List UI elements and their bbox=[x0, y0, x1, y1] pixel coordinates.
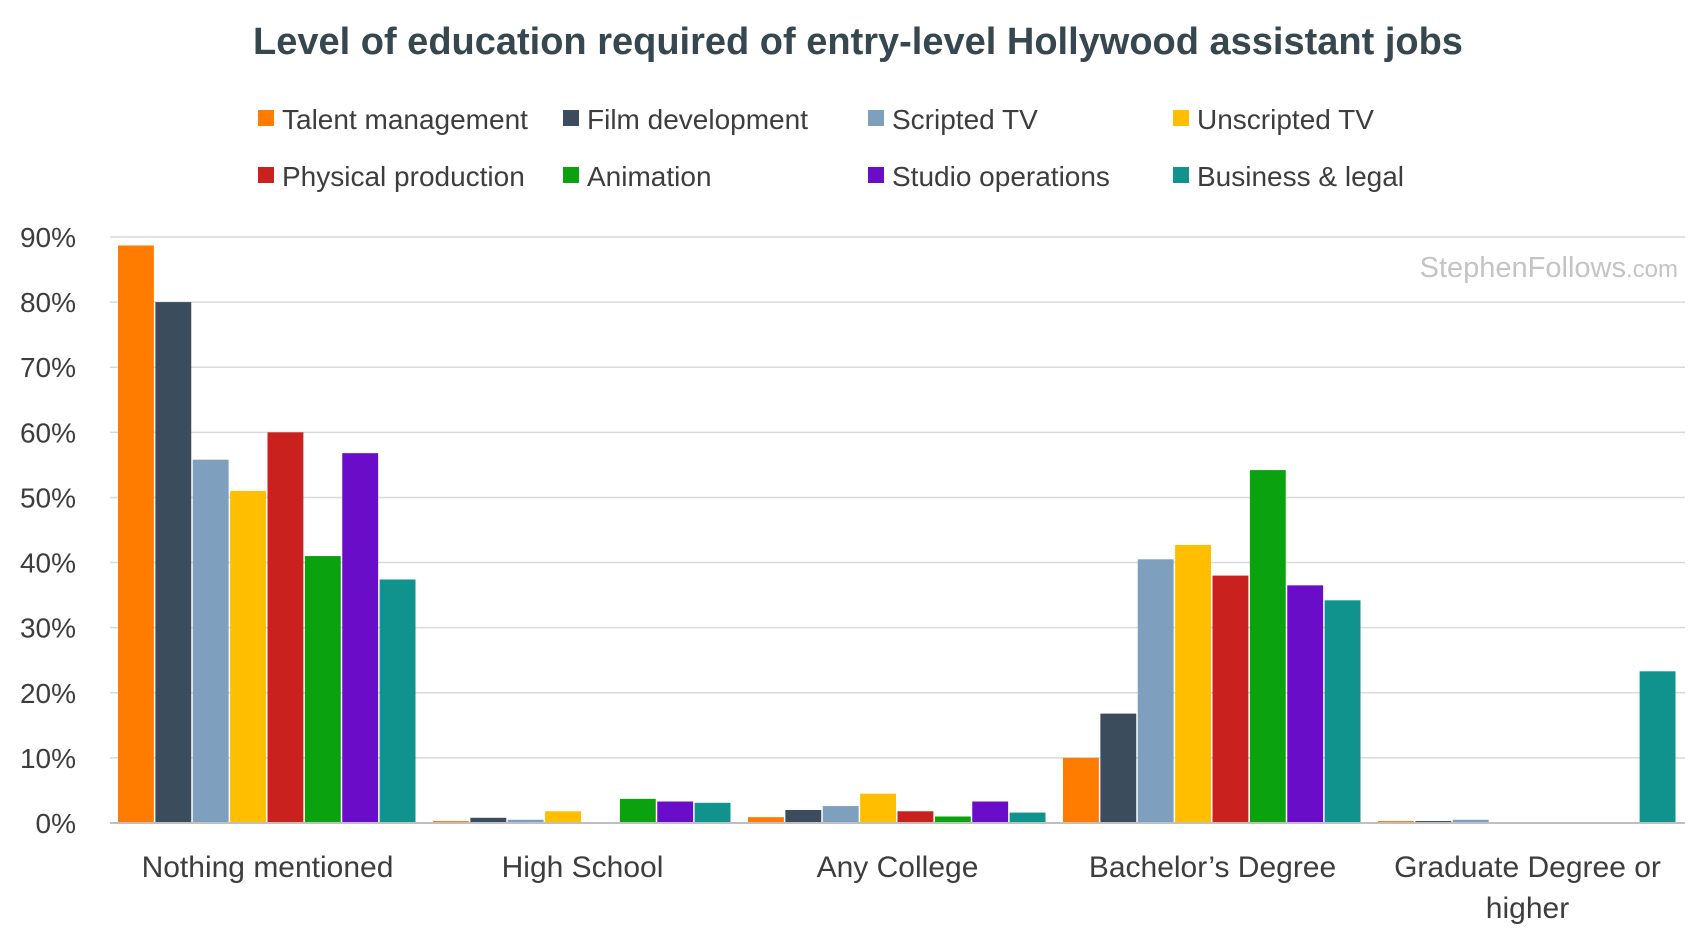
bars bbox=[118, 245, 1676, 824]
y-tick-label: 80% bbox=[20, 287, 76, 318]
legend-label: Physical production bbox=[282, 161, 525, 192]
legend-label: Unscripted TV bbox=[1197, 104, 1374, 135]
bar bbox=[304, 556, 341, 823]
bar bbox=[545, 811, 581, 823]
bar bbox=[972, 801, 1009, 823]
legend-item: Animation bbox=[563, 161, 712, 192]
legend-item: Studio operations bbox=[868, 161, 1110, 192]
x-category-label: Bachelor’s Degree bbox=[1089, 851, 1336, 884]
legend-label: Film development bbox=[587, 104, 808, 135]
x-axis-labels: Nothing mentioned High School Any College B… bbox=[142, 851, 1661, 925]
bar bbox=[1100, 713, 1137, 823]
legend-label: Studio operations bbox=[892, 161, 1110, 192]
bar bbox=[192, 459, 229, 823]
bar bbox=[379, 579, 416, 823]
bar bbox=[1452, 819, 1489, 823]
legend: Talent management Film development Scripte… bbox=[258, 104, 1404, 192]
y-tick-label: 40% bbox=[20, 548, 76, 579]
legend-item: Film development bbox=[563, 104, 808, 135]
bar bbox=[342, 453, 379, 823]
chart-title: Level of education required of entry-lev… bbox=[253, 21, 1463, 63]
legend-item: Physical production bbox=[258, 161, 525, 192]
y-tick-label: 20% bbox=[20, 678, 76, 709]
x-category-label-line: High School bbox=[502, 851, 664, 884]
x-category-label: Graduate Degree or higher bbox=[1394, 851, 1661, 925]
bar bbox=[1137, 559, 1174, 823]
y-axis-ticks: 0% 10% 20% 30% 40% 50% 60% 70% 80% 90% bbox=[20, 222, 76, 839]
x-category-label-line: Graduate Degree or bbox=[1394, 851, 1661, 884]
y-tick-label: 60% bbox=[20, 417, 76, 448]
bar bbox=[230, 490, 266, 823]
legend-label: Animation bbox=[587, 161, 712, 192]
bar bbox=[860, 793, 896, 823]
bar bbox=[507, 819, 544, 823]
legend-swatch bbox=[1173, 110, 1189, 126]
bar bbox=[785, 809, 822, 823]
legend-item: Business & legal bbox=[1173, 161, 1404, 192]
legend-item: Scripted TV bbox=[868, 104, 1038, 135]
bar bbox=[1212, 575, 1249, 823]
legend-swatch bbox=[258, 110, 274, 126]
x-category-label: High School bbox=[502, 851, 664, 884]
y-tick-label: 50% bbox=[20, 482, 76, 513]
legend-swatch bbox=[563, 167, 579, 183]
bar bbox=[657, 801, 694, 823]
bar bbox=[897, 811, 934, 823]
legend-label: Scripted TV bbox=[892, 104, 1038, 135]
x-category-label-line: Nothing mentioned bbox=[142, 851, 394, 884]
y-tick-label: 10% bbox=[20, 743, 76, 774]
legend-swatch bbox=[868, 167, 884, 183]
y-tick-label: 90% bbox=[20, 222, 76, 253]
x-category-label: Nothing mentioned bbox=[142, 851, 394, 884]
bar bbox=[1324, 600, 1361, 823]
bar bbox=[267, 432, 304, 823]
x-category-label-line: Any College bbox=[817, 851, 979, 884]
y-tick-label: 0% bbox=[36, 808, 76, 839]
bar bbox=[155, 302, 192, 824]
watermark-domain: .com bbox=[1626, 256, 1678, 283]
bar bbox=[694, 802, 731, 823]
legend-swatch bbox=[868, 110, 884, 126]
legend-item: Unscripted TV bbox=[1173, 104, 1374, 135]
bar bbox=[1287, 585, 1324, 823]
y-tick-label: 70% bbox=[20, 352, 76, 383]
x-category-label-line: higher bbox=[1486, 892, 1569, 925]
bar bbox=[1175, 544, 1211, 823]
bar bbox=[1063, 757, 1099, 823]
bar bbox=[470, 817, 507, 823]
legend-swatch bbox=[563, 110, 579, 126]
bar bbox=[934, 816, 971, 823]
bar bbox=[118, 245, 154, 823]
bar bbox=[619, 798, 656, 823]
bar bbox=[1639, 671, 1676, 823]
bar bbox=[1009, 812, 1046, 823]
y-tick-label: 30% bbox=[20, 613, 76, 644]
legend-label: Talent management bbox=[282, 104, 528, 135]
bar bbox=[748, 817, 784, 823]
legend-item: Talent management bbox=[258, 104, 528, 135]
legend-swatch bbox=[1173, 167, 1189, 183]
bar bbox=[1249, 470, 1286, 823]
bar bbox=[822, 806, 859, 823]
watermark-main: StephenFollows bbox=[1420, 252, 1626, 284]
legend-swatch bbox=[258, 167, 274, 183]
x-category-label-line: Bachelor’s Degree bbox=[1089, 851, 1336, 884]
x-category-label: Any College bbox=[817, 851, 979, 884]
watermark: StephenFollows.com bbox=[1420, 252, 1678, 284]
legend-label: Business & legal bbox=[1197, 161, 1404, 192]
